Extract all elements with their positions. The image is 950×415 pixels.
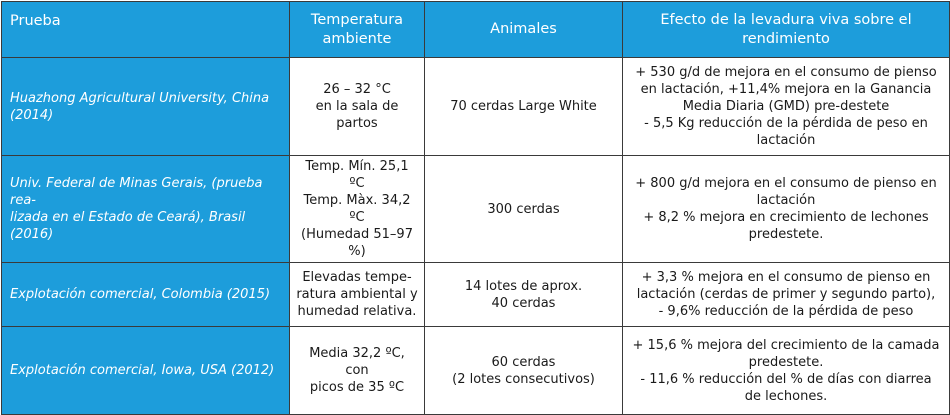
header-effect: Efecto de la levadura viva sobre el rend… [622,1,950,58]
table-row: Univ. Federal de Minas Gerais, (prueba r… [1,155,950,263]
animals-cell: 300 cerdas [424,155,623,263]
trial-cell: Huazhong Agricultural University, China … [1,57,290,156]
animals-cell: 70 cerdas Large White [424,57,623,156]
trial-cell: Univ. Federal de Minas Gerais, (prueba r… [1,155,290,263]
table-row: Explotación comercial, Colombia (2015) E… [1,262,950,327]
table-row: Explotación comercial, Iowa, USA (2012) … [1,326,950,415]
temperature-cell: 26 – 32 °C en la sala de partos [289,57,425,156]
animals-cell: 60 cerdas (2 lotes consecutivos) [424,326,623,415]
trial-cell: Explotación comercial, Iowa, USA (2012) [1,326,290,415]
effect-cell: + 800 g/d mejora en el consumo de pienso… [622,155,950,263]
animals-cell: 14 lotes de aprox. 40 cerdas [424,262,623,327]
effect-cell: + 15,6 % mejora del crecimiento de la ca… [622,326,950,415]
header-row: Prueba Temperatura ambiente Animales Efe… [1,1,950,58]
effect-cell: + 530 g/d de mejora en el consumo de pie… [622,57,950,156]
temperature-cell: Media 32,2 ºC, con picos de 35 ºC [289,326,425,415]
effect-cell: + 3,3 % mejora en el consumo de pienso e… [622,262,950,327]
header-animals: Animales [424,1,623,58]
temperature-cell: Elevadas tempe- ratura ambiental y humed… [289,262,425,327]
table-row: Huazhong Agricultural University, China … [1,57,950,156]
trial-cell: Explotación comercial, Colombia (2015) [1,262,290,327]
header-temperature: Temperatura ambiente [289,1,425,58]
header-trial: Prueba [1,1,290,58]
temperature-cell: Temp. Mín. 25,1 ºC Temp. Màx. 34,2 ºC (H… [289,155,425,263]
